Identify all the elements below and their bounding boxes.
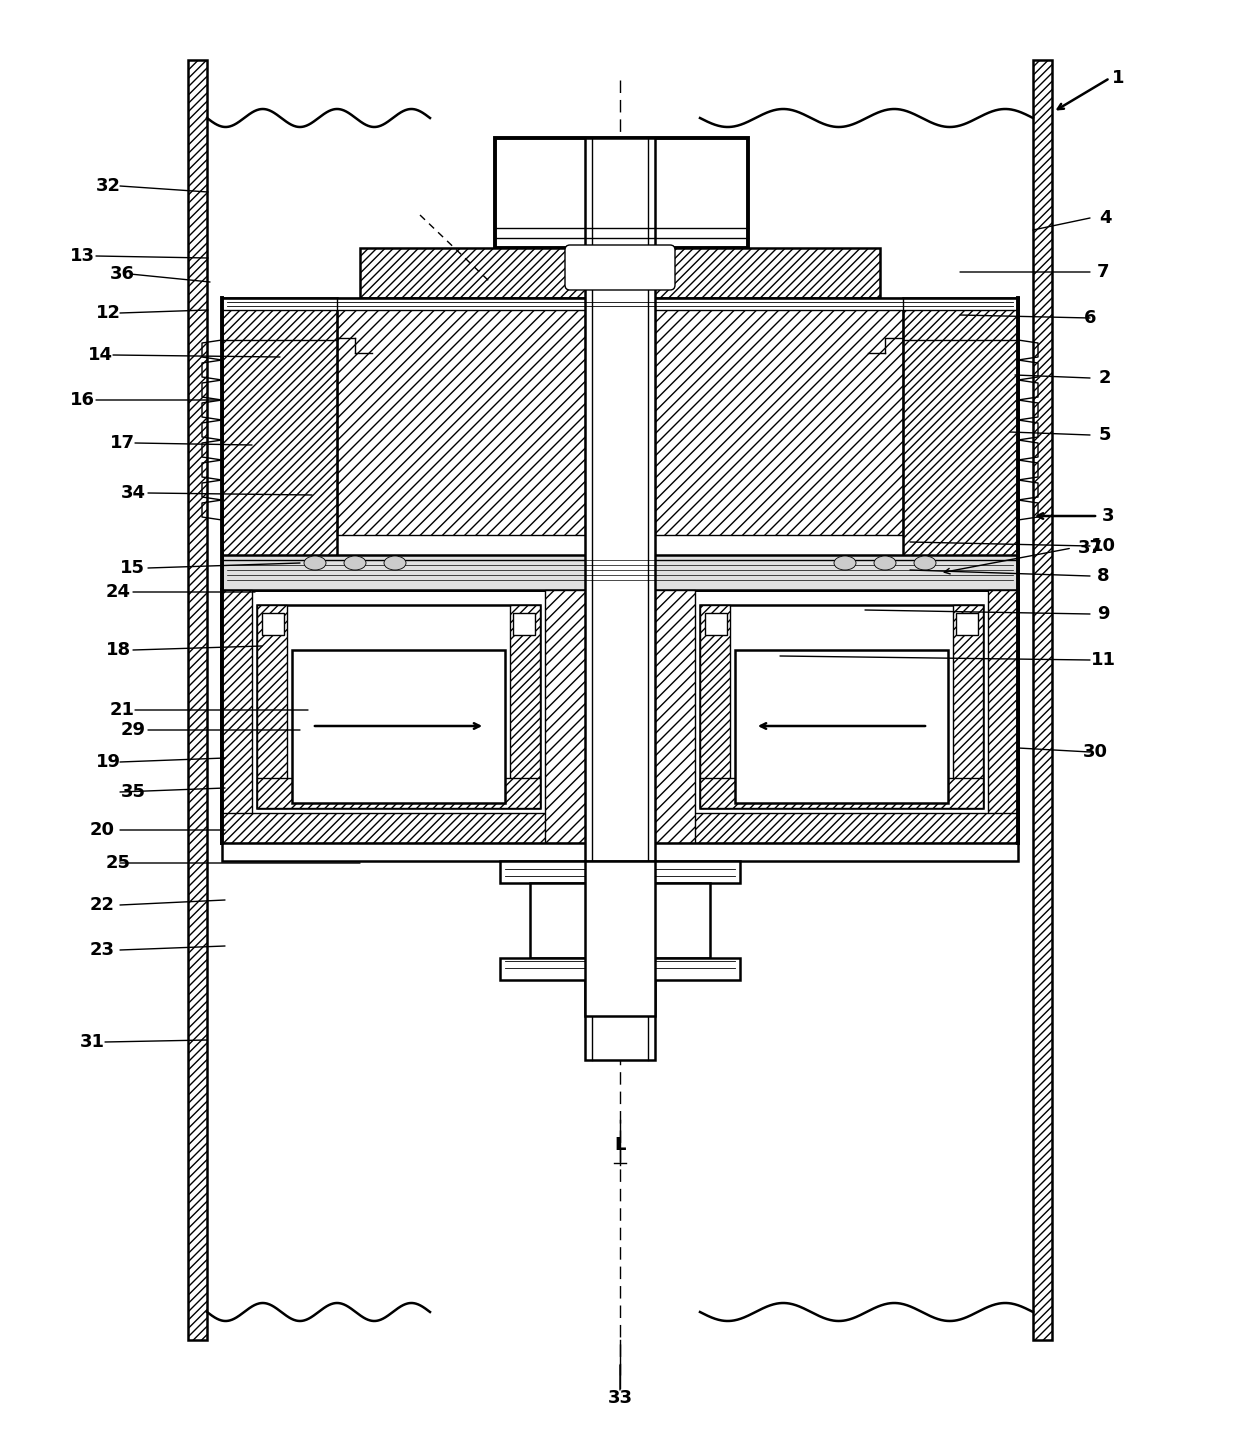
Bar <box>956 613 978 635</box>
Bar <box>257 777 539 808</box>
Bar <box>546 590 694 843</box>
Bar <box>222 814 1018 843</box>
Ellipse shape <box>874 556 897 570</box>
Bar <box>257 604 539 808</box>
Text: 33: 33 <box>608 1389 632 1407</box>
Text: 3: 3 <box>1102 507 1115 525</box>
Bar <box>585 138 655 1061</box>
Text: 31: 31 <box>79 1033 104 1051</box>
Bar <box>262 613 284 635</box>
Ellipse shape <box>384 556 405 570</box>
Bar <box>291 649 505 804</box>
Text: 17: 17 <box>109 434 134 452</box>
Bar <box>706 613 727 635</box>
Bar <box>988 590 1018 843</box>
Bar <box>954 604 983 808</box>
Bar <box>222 298 337 559</box>
Bar <box>222 590 252 843</box>
Text: 30: 30 <box>1083 742 1107 761</box>
Text: 20: 20 <box>89 821 114 838</box>
Bar <box>701 604 983 808</box>
Bar <box>500 862 740 883</box>
Text: 37: 37 <box>1078 539 1102 556</box>
Bar <box>585 862 655 1016</box>
Bar <box>513 613 534 635</box>
Text: 25: 25 <box>105 854 130 872</box>
Text: 29: 29 <box>120 721 145 740</box>
Bar <box>222 590 1018 843</box>
Text: 7: 7 <box>1096 263 1110 280</box>
Text: 21: 21 <box>109 700 134 719</box>
FancyBboxPatch shape <box>565 246 675 291</box>
Bar <box>222 555 1018 590</box>
Text: 6: 6 <box>1084 309 1096 327</box>
Ellipse shape <box>914 556 936 570</box>
Text: 34: 34 <box>120 484 145 501</box>
Text: 19: 19 <box>95 753 120 772</box>
Bar <box>188 60 207 1340</box>
Bar <box>529 883 711 958</box>
Text: 36: 36 <box>109 264 134 283</box>
Bar <box>903 298 1018 559</box>
Ellipse shape <box>835 556 856 570</box>
Bar <box>735 649 949 804</box>
Text: 11: 11 <box>1090 651 1116 668</box>
Ellipse shape <box>304 556 326 570</box>
Bar <box>1033 60 1052 1340</box>
Text: 1: 1 <box>1112 68 1125 87</box>
Bar <box>701 777 983 808</box>
Bar <box>257 604 286 808</box>
Ellipse shape <box>343 556 366 570</box>
Text: L: L <box>614 1136 626 1154</box>
Bar <box>510 604 539 808</box>
Text: 5: 5 <box>1099 426 1111 445</box>
Text: 15: 15 <box>119 559 145 577</box>
Bar <box>337 298 585 535</box>
Text: 14: 14 <box>88 346 113 365</box>
Text: 10: 10 <box>1090 538 1116 555</box>
Text: 22: 22 <box>89 897 114 914</box>
Bar <box>222 843 1018 862</box>
Bar <box>500 958 740 979</box>
Bar <box>222 298 1018 309</box>
Text: 23: 23 <box>89 942 114 959</box>
Text: 35: 35 <box>120 783 145 801</box>
Bar <box>360 248 880 298</box>
Bar <box>701 604 730 808</box>
Text: 2: 2 <box>1099 369 1111 386</box>
Text: 32: 32 <box>95 177 120 195</box>
Text: 12: 12 <box>95 304 120 323</box>
Text: 24: 24 <box>105 583 130 602</box>
Bar <box>495 138 748 248</box>
Text: 9: 9 <box>1096 604 1110 623</box>
Text: 8: 8 <box>1096 567 1110 586</box>
Bar <box>655 298 903 535</box>
Text: 18: 18 <box>105 641 130 660</box>
Text: 16: 16 <box>69 391 94 408</box>
Text: 13: 13 <box>69 247 94 264</box>
Text: 4: 4 <box>1099 209 1111 227</box>
